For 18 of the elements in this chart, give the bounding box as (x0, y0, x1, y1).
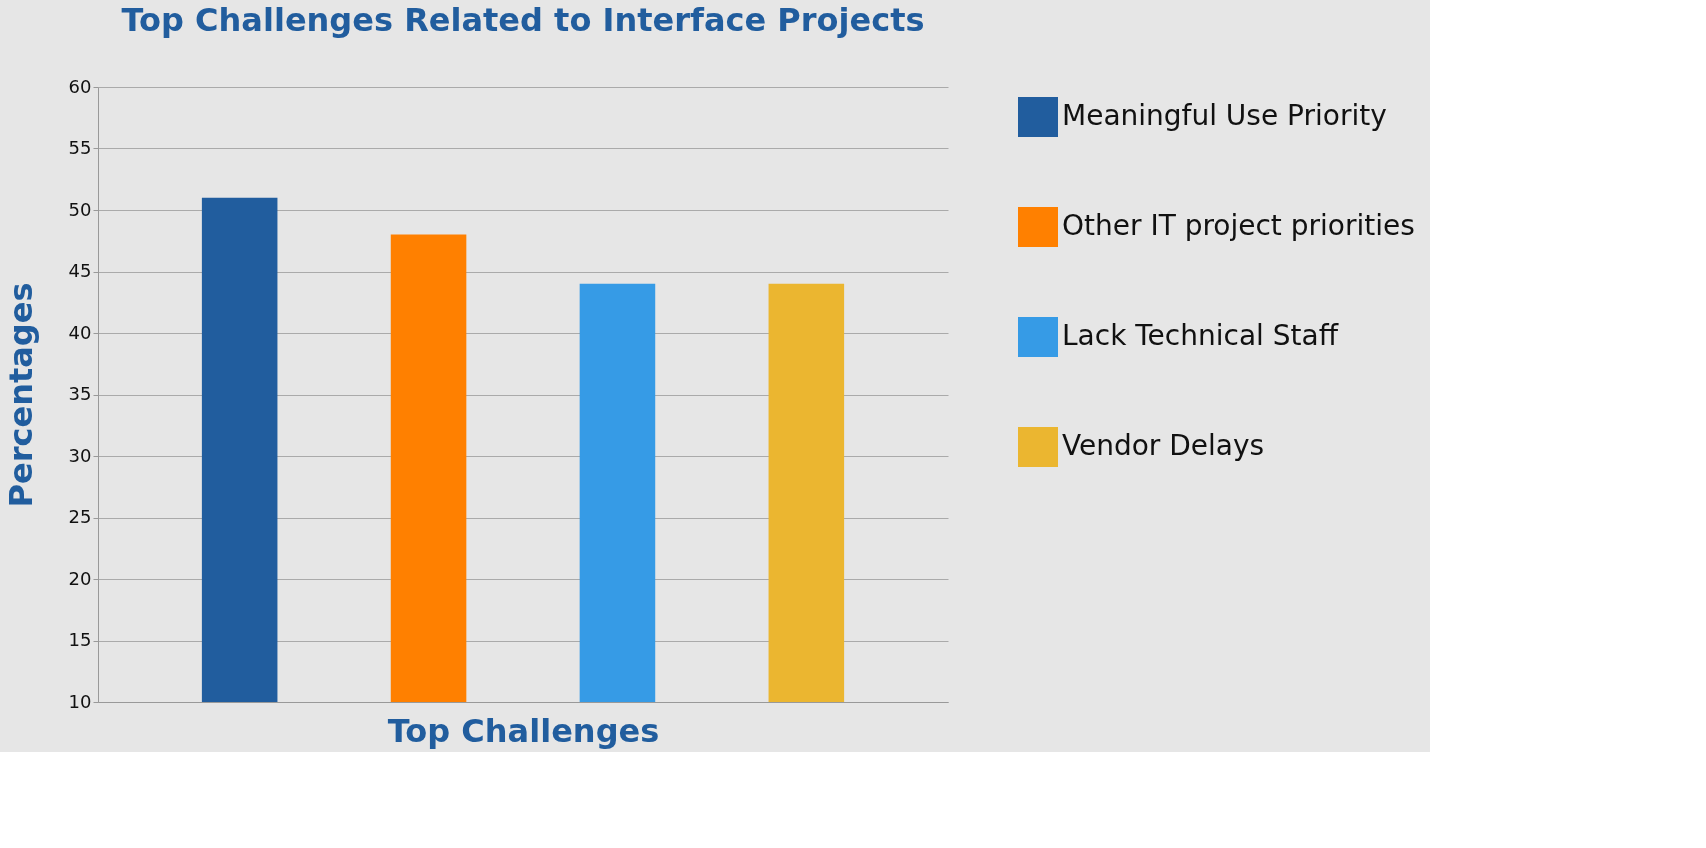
y-tick-label: 60 (68, 75, 92, 97)
y-tick-label: 55 (68, 137, 92, 158)
y-tick-label: 35 (68, 383, 92, 404)
y-tick-label: 10 (68, 690, 92, 712)
legend-label: Meaningful Use Priority (1062, 99, 1387, 132)
y-tick-label: 40 (68, 321, 92, 343)
x-axis-title: Top Challenges (387, 711, 660, 750)
y-tick-label: 30 (68, 444, 92, 466)
legend-label: Other IT project priorities (1062, 209, 1415, 242)
y-axis-title: Percentages (1, 282, 40, 508)
chart-title: Top Challenges Related to Interface Projects (121, 1, 925, 39)
y-tick-label: 45 (68, 260, 92, 281)
y-tick-label: 20 (68, 567, 92, 589)
legend-label: Vendor Delays (1062, 429, 1265, 462)
y-tick-label: 50 (68, 198, 92, 220)
y-tick-label: 15 (68, 629, 92, 650)
legend-label: Lack Technical Staff (1062, 319, 1339, 352)
y-tick-label: 25 (68, 506, 92, 527)
